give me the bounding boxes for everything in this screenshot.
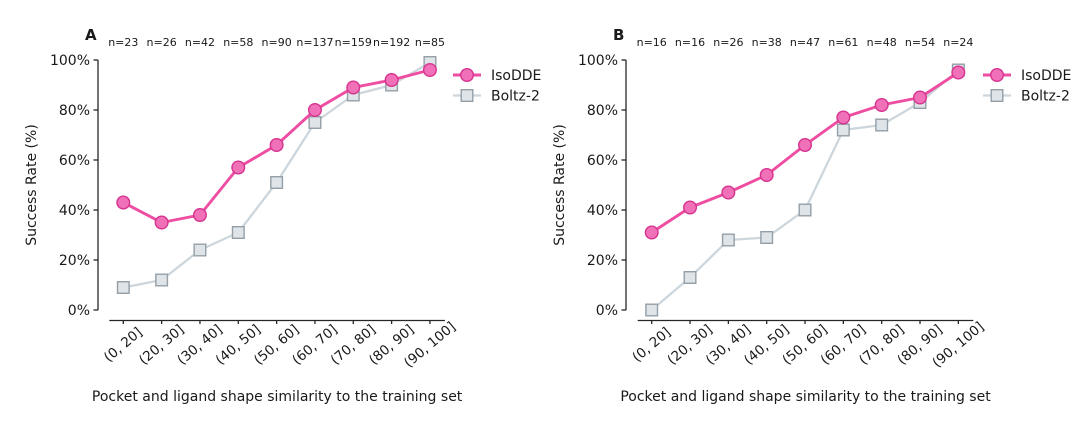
y-tick-label: 80% [59,103,90,119]
legend-marker-boltz-2 [460,88,474,102]
data-point-isodde-4 [759,167,774,182]
y-tick-label: 100% [50,53,90,69]
y-tick-label: 0% [596,303,618,319]
panel-label-a: A [85,26,97,44]
sample-size-label: n=26 [147,36,177,49]
data-point-isodde-5 [269,137,284,152]
data-point-boltz-2-4 [231,225,245,239]
sample-size-label: n=159 [335,36,372,49]
data-point-boltz-2-2 [683,271,697,285]
legend-marker-isodde [990,67,1005,82]
x-axis-title: Pocket and ligand shape similarity to th… [92,389,463,405]
legend-marker-isodde [460,67,475,82]
data-point-isodde-3 [721,185,736,200]
y-tick-label: 60% [59,153,90,169]
sample-size-label: n=90 [262,36,292,49]
data-point-boltz-2-5 [270,175,284,189]
panel-label-b: B [613,26,624,44]
data-point-isodde-4 [231,160,246,175]
data-point-boltz-2-5 [798,203,812,217]
sample-size-label: n=26 [713,36,743,49]
sample-size-label: n=61 [828,36,858,49]
legend-marker-boltz-2 [990,88,1004,102]
data-point-boltz-2-6 [836,123,850,137]
data-point-boltz-2-6 [308,115,322,129]
x-axis-title: Pocket and ligand shape similarity to th… [620,389,991,405]
data-point-isodde-2 [154,215,169,230]
series-line-boltz-2 [122,61,432,289]
y-axis-title: Success Rate (%) [552,124,568,246]
sample-size-label: n=58 [223,36,253,49]
data-point-isodde-1 [116,195,131,210]
legend-label-isodde: IsoDDE [491,68,541,84]
data-point-isodde-8 [384,72,399,87]
series-line-boltz-2 [650,68,960,312]
data-point-isodde-1 [644,225,659,240]
data-point-boltz-2-4 [760,230,774,244]
data-point-boltz-2-7 [875,118,889,132]
data-point-isodde-6 [836,110,851,125]
sample-size-label: n=137 [296,36,333,49]
data-point-isodde-6 [307,102,322,117]
sample-size-label: n=85 [415,36,445,49]
data-point-isodde-3 [192,207,207,222]
data-point-isodde-5 [798,137,813,152]
data-point-isodde-9 [951,65,966,80]
data-point-boltz-2-3 [721,233,735,247]
y-tick-label: 80% [587,103,618,119]
legend-label-boltz-2: Boltz-2 [1021,89,1070,105]
legend-label-isodde: IsoDDE [1021,68,1071,84]
y-tick-label: 20% [587,253,618,269]
sample-size-label: n=16 [637,36,667,49]
sample-size-label: n=192 [373,36,410,49]
data-point-boltz-2-1 [645,303,659,317]
y-tick-label: 40% [587,203,618,219]
sample-size-label: n=24 [943,36,973,49]
sample-size-label: n=42 [185,36,215,49]
y-tick-label: 100% [578,53,618,69]
sample-size-label: n=54 [905,36,935,49]
sample-size-label: n=16 [675,36,705,49]
y-tick-label: 40% [59,203,90,219]
y-tick-label: 20% [59,253,90,269]
data-point-isodde-7 [874,97,889,112]
data-point-boltz-2-3 [193,243,207,257]
sample-size-label: n=48 [867,36,897,49]
data-point-isodde-2 [683,200,698,215]
sample-size-label: n=47 [790,36,820,49]
data-point-isodde-7 [346,80,361,95]
legend-label-boltz-2: Boltz-2 [491,89,540,105]
y-tick-label: 60% [587,153,618,169]
sample-size-label: n=23 [108,36,138,49]
y-axis-title: Success Rate (%) [24,124,40,246]
data-point-boltz-2-2 [155,273,169,287]
sample-size-label: n=38 [752,36,782,49]
y-tick-label: 0% [68,303,90,319]
data-point-isodde-8 [913,90,928,105]
data-point-isodde-9 [422,63,437,78]
data-point-boltz-2-1 [116,281,130,295]
